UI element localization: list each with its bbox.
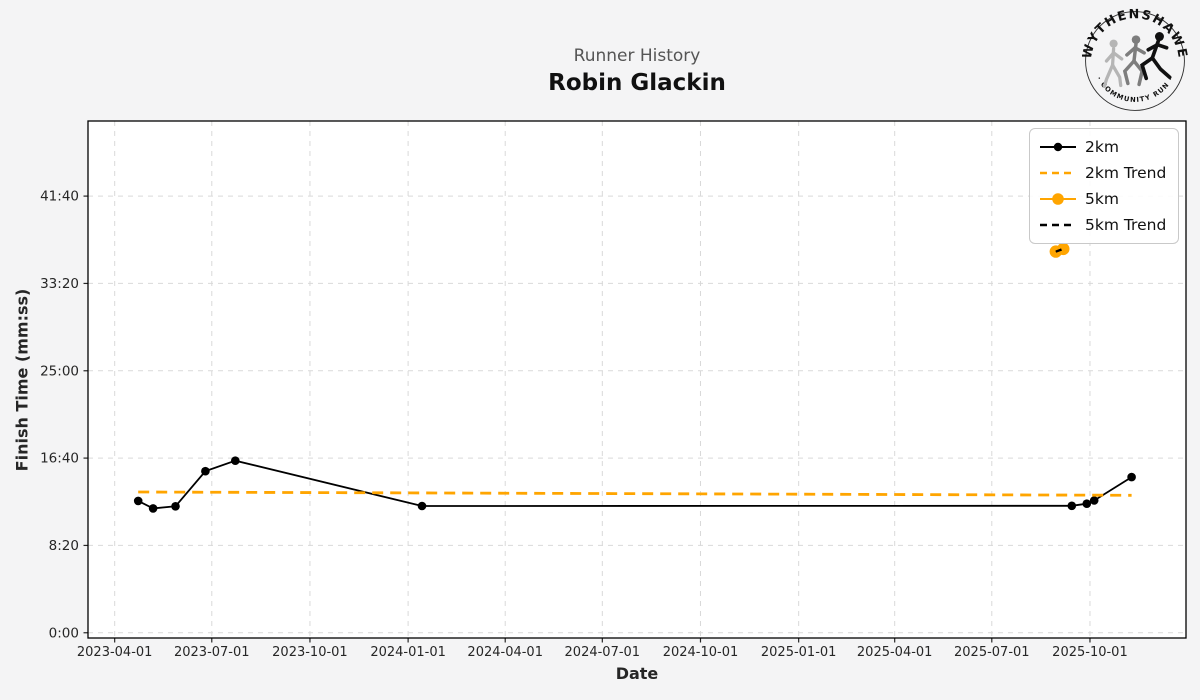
y-tick-label: 25:00	[40, 363, 79, 379]
x-axis-label: Date	[615, 664, 659, 683]
y-tick-label: 33:20	[40, 276, 79, 292]
legend-item-2km: 2km	[1039, 136, 1167, 158]
logo-circle	[1085, 11, 1185, 111]
y-axis-label: Finish Time (mm:ss)	[12, 288, 32, 472]
y-tick-label: 16:40	[40, 451, 79, 467]
data-point-5km	[1057, 242, 1070, 256]
data-point-2km	[171, 502, 180, 511]
legend-item-5km: 5km	[1039, 188, 1167, 210]
x-tick-label: 2023-04-01	[77, 645, 153, 660]
legend-sample-line	[1040, 171, 1076, 175]
data-point-2km	[417, 501, 427, 511]
x-tick-label: 2025-04-01	[857, 645, 933, 660]
legend-label: 2km	[1085, 138, 1119, 156]
y-tick-label: 0:00	[49, 625, 79, 641]
legend-label: 5km Trend	[1085, 216, 1167, 234]
sprinter-figure-icon	[1139, 32, 1172, 81]
x-tick-label: 2025-10-01	[1052, 645, 1128, 660]
legend-sample-line	[1040, 193, 1076, 205]
data-point-2km	[1127, 472, 1136, 482]
legend-label: 5km	[1085, 190, 1119, 208]
series-line-2km-trend	[138, 490, 1132, 497]
x-tick-label: 2025-01-01	[761, 645, 837, 660]
data-point-2km	[1082, 499, 1092, 509]
data-point-2km	[148, 504, 158, 513]
data-point-2km	[231, 456, 240, 466]
x-tick-label: 2024-07-01	[565, 645, 641, 660]
legend-item-5km-trend: 5km Trend	[1039, 214, 1167, 236]
x-tick-label: 2025-07-01	[954, 645, 1030, 660]
series-line-5km-trend-overlay	[1055, 247, 1064, 253]
x-tick-label: 2024-04-01	[467, 645, 543, 660]
x-tick-label: 2024-01-01	[370, 645, 446, 660]
chart-title: Robin Glackin	[548, 70, 726, 96]
chart-subtitle: Runner History	[573, 46, 701, 66]
plot-frame	[87, 120, 1187, 639]
data-point-2km	[1067, 501, 1077, 511]
y-tick-label: 8:20	[49, 538, 79, 554]
x-tick-label: 2023-07-01	[174, 645, 250, 660]
chart-legend: 2km 2km Trend 5km 5km Trend	[1029, 128, 1179, 244]
club-logo: WYTHENSHAWE · COMMUNITY RUN ·	[1082, 8, 1188, 111]
x-tick-label: 2024-10-01	[663, 645, 739, 660]
data-point-2km	[133, 496, 143, 506]
walker-figure-icon	[1102, 39, 1124, 89]
legend-item-2km-trend: 2km Trend	[1039, 162, 1167, 184]
legend-sample-line	[1040, 142, 1076, 152]
legend-sample-line	[1040, 223, 1076, 227]
jogger-figure-icon	[1122, 35, 1146, 87]
plot-area	[88, 121, 1186, 638]
legend-label: 2km Trend	[1085, 164, 1167, 182]
y-tick-label: 41:40	[40, 189, 79, 205]
data-point-2km	[201, 466, 210, 476]
data-point-2km	[1089, 496, 1099, 505]
x-tick-label: 2023-10-01	[272, 645, 348, 660]
